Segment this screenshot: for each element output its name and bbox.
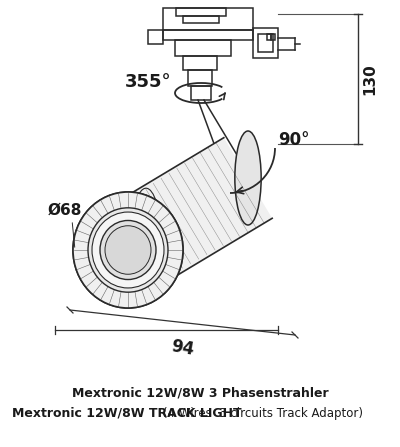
Ellipse shape <box>100 220 156 279</box>
Bar <box>175 40 231 56</box>
Ellipse shape <box>92 212 164 288</box>
Ellipse shape <box>88 208 168 292</box>
Ellipse shape <box>92 212 164 288</box>
Text: 355°: 355° <box>125 73 172 91</box>
Bar <box>183 16 219 23</box>
Ellipse shape <box>73 192 183 308</box>
Bar <box>188 70 212 86</box>
Ellipse shape <box>100 220 156 279</box>
Bar <box>163 8 253 30</box>
Bar <box>253 28 278 58</box>
Bar <box>271 34 275 40</box>
Text: Ø68: Ø68 <box>48 202 82 218</box>
Text: Mextronic 12W/8W TRACK LIGHT: Mextronic 12W/8W TRACK LIGHT <box>12 406 246 419</box>
Ellipse shape <box>73 192 183 308</box>
Bar <box>183 56 217 70</box>
Bar <box>163 30 253 40</box>
Ellipse shape <box>105 226 151 274</box>
Bar <box>148 30 163 44</box>
Bar <box>191 86 211 100</box>
Text: Mextronic 12W/8W 3 Phasenstrahler: Mextronic 12W/8W 3 Phasenstrahler <box>72 387 328 400</box>
Text: 90°: 90° <box>278 131 310 149</box>
Text: 94: 94 <box>169 337 195 359</box>
Polygon shape <box>104 138 272 290</box>
Ellipse shape <box>105 226 151 274</box>
Bar <box>267 34 271 40</box>
Bar <box>176 8 226 16</box>
Ellipse shape <box>235 131 261 225</box>
Bar <box>258 34 273 52</box>
Ellipse shape <box>88 208 168 292</box>
Text: (4 Wires  3 circuits Track Adaptor): (4 Wires 3 circuits Track Adaptor) <box>163 406 363 419</box>
Text: 130: 130 <box>362 63 378 95</box>
